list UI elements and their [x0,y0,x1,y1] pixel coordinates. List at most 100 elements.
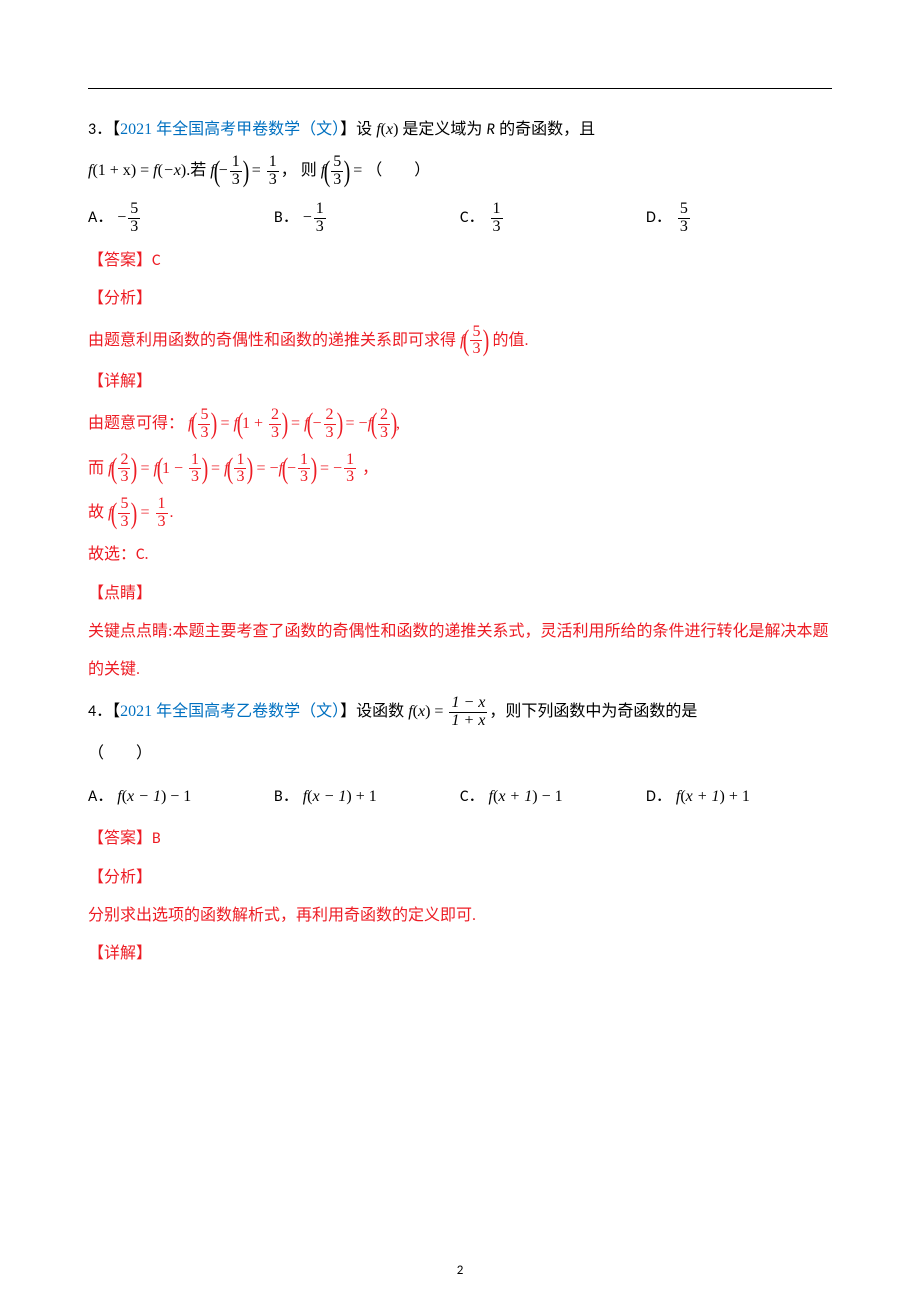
txt-a: 由题意利用函数的奇偶性和函数的递推关系即可求得 [88,332,456,349]
num: 1 [267,154,279,171]
frac: 13 [491,201,503,236]
choice-label: B． [274,787,299,806]
q3-then: 则 [297,162,317,179]
choice-label: A． [88,208,113,227]
neg: − [287,460,296,477]
q3-stem-b: 是定义域为 [402,121,482,138]
q3-ask-lp: ( [324,157,331,187]
page: 3．【2021 年全国高考甲卷数学（文）】设 f(x) 是定义域为 R 的奇函数… [0,0,920,1302]
conclude-pre: 故选： [88,546,136,563]
eq: = [346,415,355,432]
choice-label: C． [460,208,485,227]
num: 1 [189,452,201,469]
q4-src-open: 【 [112,703,120,720]
num: 2 [378,407,390,424]
q4-rp: ) [425,703,430,720]
q3-src-close: 】 [340,121,356,138]
frac: 23 [269,407,281,442]
q3-src-open: 【 [112,121,120,138]
q3-if: 若 [190,162,206,179]
lp: ( [111,454,118,484]
in: x + 1 [498,788,532,805]
an-lp: ( [463,326,470,356]
in: x + 1 [686,788,720,805]
eq: = [256,460,265,477]
num: 1 [230,154,242,171]
lp: ( [227,454,234,484]
den: 3 [314,218,326,236]
frac: 53 [198,407,210,442]
q4-choice-b: B． f(x − 1) + 1 [274,779,460,814]
answer-label: 【答案】 [88,830,152,847]
num: 1 [314,201,326,218]
den: 3 [269,424,281,442]
q3-analysis-label: 【分析】 [88,280,832,318]
den: 3 [267,171,279,189]
an-frac: 53 [470,324,482,359]
num: 5 [128,201,140,218]
q3-rel1-in1: 1 + x [98,162,131,179]
den: 3 [298,468,310,486]
num: 2 [269,407,281,424]
den: 3 [344,468,356,486]
comma: ， [362,460,378,477]
num: 5 [198,407,210,424]
rp: ) [247,454,254,484]
q3-R: R [486,120,495,139]
num: 5 [331,154,343,171]
q3-cond-rp: ) [242,157,249,187]
rp: ) [202,454,209,484]
an-rp: ) [483,326,490,356]
bl: 1 − [162,460,183,477]
q3-detail-2: 而 f(23) = f(1 − 13) = f(13) = −f(−13) = … [88,447,832,492]
frac: 23 [118,452,130,487]
num: 5 [118,496,130,513]
den: 3 [331,171,343,189]
pre: 由题意可得： [88,415,184,432]
eq: = [140,504,149,521]
q4-stem-b: ，则下列函数中为奇函数的是 [489,703,697,720]
q3-detail-label: 【详解】 [88,363,832,401]
den: 3 [678,218,690,236]
q3-fx-close: ) [393,121,398,138]
q4-stem: 4．【2021 年全国高考乙卷数学（文）】设函数 f(x) = 1 − x1 +… [88,690,832,735]
rp: ) [336,409,343,439]
q3-choice-c: C． 13 [460,200,646,236]
q3-rel1-in2: −x [163,162,181,179]
q4-analysis-label: 【分析】 [88,859,832,897]
q3-stem-line1: 3．【2021 年全国高考甲卷数学（文）】设 f(x) 是定义域为 R 的奇函数… [88,111,832,149]
den: 3 [378,424,390,442]
lp: ( [371,409,378,439]
q3-ask-eq2: = [353,162,362,179]
frac: 13 [344,452,356,487]
q3-stem-a: 设 [356,121,372,138]
den: 3 [491,218,503,236]
lp: ( [111,499,118,529]
q3-dianjing-label: 【点睛】 [88,575,832,613]
txt-b: 的值. [492,332,528,349]
q3-cond-frac: 13 [230,154,242,189]
q3-dianjing-text: 关键点点睛:本题主要考查了函数的奇偶性和函数的递推关系式，灵活利用所给的条件进行… [88,613,832,690]
q4-answer: 【答案】B [88,820,832,858]
frac: 13 [298,452,310,487]
num: 5 [470,324,482,341]
choice-label: C． [460,787,485,806]
num: 5 [678,201,690,218]
q3-cond-eq: = [252,162,261,179]
rp: ) [311,454,318,484]
q3-analysis-body: 由题意利用函数的奇偶性和函数的递推关系即可求得 f(53) 的值. [88,319,832,364]
q3-answer: 【答案】C [88,242,832,280]
lp: ( [191,409,198,439]
q4-stem-a: 设函数 [356,703,404,720]
q3-comma: ， [281,162,297,179]
eq: = [211,460,220,477]
choice-label: D． [646,208,672,227]
num: 2 [324,407,336,424]
den: 3 [189,468,201,486]
q4-x: x [418,703,425,720]
eq: = [291,415,300,432]
q3-source: 2021 年全国高考甲卷数学（文） [120,121,340,138]
q3-cond-rhs: 13 [267,154,279,189]
q3-ask-rp: ) [344,157,351,187]
q3-blank: （ ） [366,162,430,179]
